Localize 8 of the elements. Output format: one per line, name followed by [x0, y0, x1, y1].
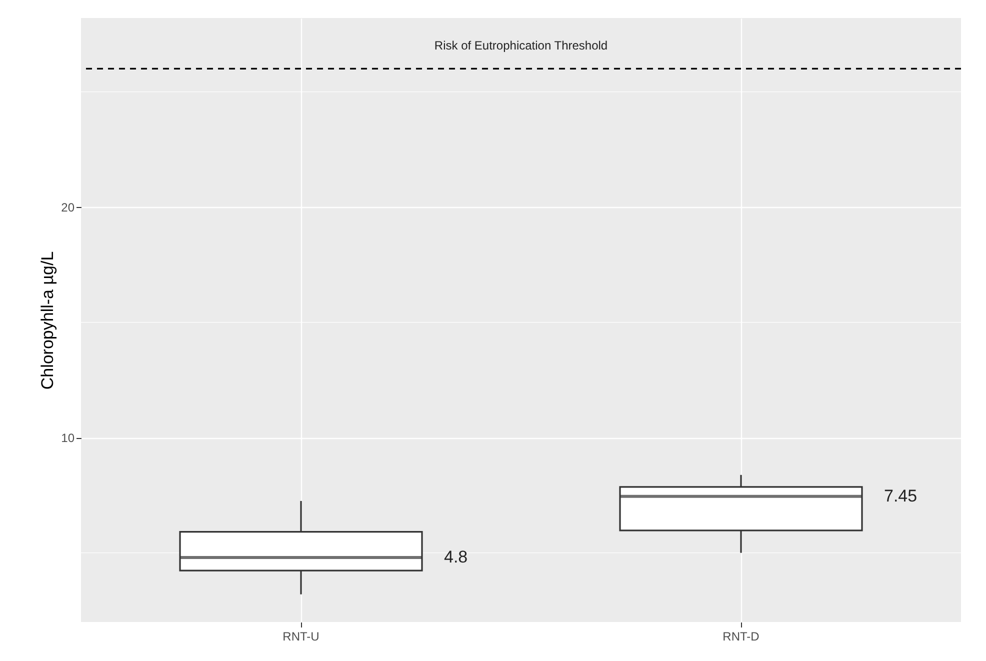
ref-line-label: Risk of Eutrophication Threshold — [434, 38, 608, 53]
annotation: 4.8 — [444, 547, 468, 566]
x-tick-label: RNT-U — [282, 630, 320, 644]
y-tick-label: 20 — [61, 200, 75, 215]
y-tick-label: 10 — [61, 431, 75, 446]
annotation: 7.45 — [884, 486, 918, 506]
x-tick-label: RNT-D — [722, 630, 760, 644]
y-axis-title: Chloropyhll-a µg/L — [38, 251, 58, 390]
